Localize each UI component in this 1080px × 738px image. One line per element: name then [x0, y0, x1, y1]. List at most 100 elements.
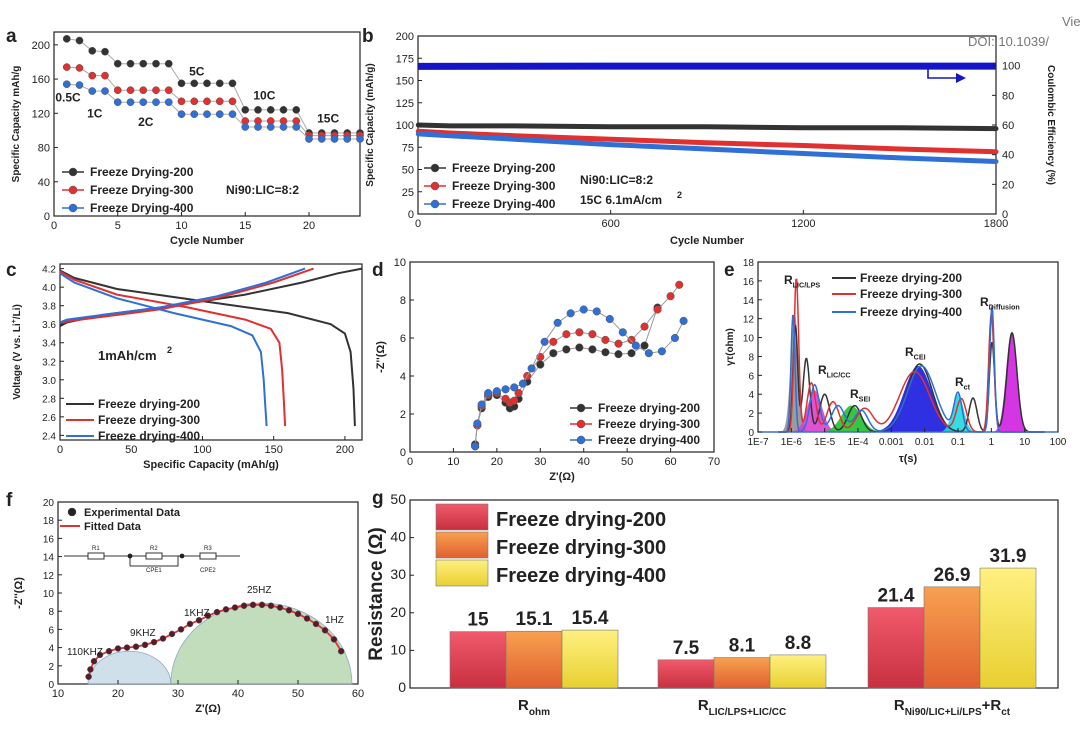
panel-c-y-tick-label: 3.0: [42, 376, 56, 387]
panel-g-ylabel: Resistance (Ω): [366, 527, 387, 661]
panel-a-point: [215, 97, 224, 106]
panel-b-y-tick-label: 150: [396, 76, 414, 88]
panel-label-g: g: [372, 488, 384, 509]
panel-e-y-tick-label: 0: [748, 428, 754, 439]
panel-c-x-tick-label: 100: [193, 444, 211, 456]
panel-f-circuit-label: R3: [204, 546, 212, 552]
panel-a-point: [266, 123, 275, 131]
panel-f-point: [195, 617, 203, 624]
panel-a-point: [152, 86, 160, 95]
panel-d-y-tick-label: 8: [400, 295, 406, 307]
panel-f-point: [312, 620, 320, 628]
panel-b-y-tick-label: 175: [396, 53, 414, 65]
panel-f-point: [168, 630, 176, 638]
panel-f-x-tick-label: 20: [112, 688, 124, 700]
panel-b-y-right-tick-label: 0: [1002, 209, 1008, 221]
panel-d-point: [492, 387, 501, 396]
panel-g-category-label-part: R: [518, 697, 529, 714]
panel-d-point: [575, 328, 584, 337]
panel-f-node: [127, 553, 133, 559]
panel-f-node: [179, 553, 185, 559]
panel-d-point: [553, 318, 562, 327]
panel-f-x-tick-label: 40: [232, 688, 244, 700]
panel-f-circuit: R1 R2 R3 CPE1 CPE2: [64, 546, 240, 574]
panel-g-category-label-part: +R: [982, 697, 1002, 714]
panel-d-point: [566, 309, 575, 318]
panel-d-y-tick-label: 2: [400, 409, 406, 421]
panel-g-y-tick-label: 30: [390, 566, 406, 582]
panel-f-y-tick-label: 20: [43, 498, 55, 509]
view-link-fragment[interactable]: Vie: [1062, 14, 1080, 29]
panel-a-point: [62, 80, 71, 89]
panel-a-point: [88, 46, 97, 55]
panel-e-region-label: RSEI: [850, 387, 870, 403]
panel-d-x-tick-label: 10: [447, 456, 459, 468]
panel-g-bar: [769, 654, 827, 689]
doi-fragment: DOI: 10.1039/: [968, 34, 1049, 49]
panel-a-x-tick-label: 5: [115, 220, 121, 232]
panel-c-x-tick-label: 50: [125, 444, 137, 456]
panel-f-legend-text: Experimental Data: [84, 507, 181, 519]
panel-a-point: [62, 63, 71, 71]
panel-f-point: [276, 604, 284, 611]
panel-c-legend-text: Freeze drying-300: [98, 413, 200, 427]
panel-a-legend-1-text: Freeze Drying-300: [90, 183, 194, 197]
panel-label-c: c: [6, 260, 17, 281]
panel-f-frequency-label: 9KHZ: [130, 628, 156, 639]
panel-a-x-tick-label: 15: [239, 220, 251, 232]
panel-d-x-tick-label: 0: [407, 456, 413, 468]
panel-b-series-band: [415, 131, 999, 164]
panel-a-x-tick-label: 0: [51, 220, 57, 232]
panel-g-category-label-part: R: [894, 697, 905, 714]
panel-d-point: [588, 330, 597, 339]
panel-e-y-tick-label: 2: [748, 409, 754, 420]
panel-f-point: [159, 635, 167, 642]
panel-c-y-tick-label: 3.2: [42, 357, 56, 368]
panel-a-point: [356, 135, 364, 143]
panel-a-point: [75, 64, 84, 72]
panel-d-point: [588, 345, 597, 354]
panel-f-point: [96, 651, 104, 659]
panel-a-point: [343, 135, 352, 143]
panel-c-annotation-sup: 2: [167, 345, 172, 355]
panel-e-region-label: RLIC/CC: [818, 363, 851, 379]
panel-f-y-tick-label: 16: [43, 534, 55, 545]
panel-a-rate-label: 1C: [87, 107, 103, 121]
panel-d-point: [614, 339, 623, 348]
panel-g-category-label-part: LIC/LPS+LIC/CC: [709, 707, 787, 718]
panel-label-b: b: [362, 26, 374, 47]
panel-d-y-tick-label: 0: [400, 447, 406, 459]
panel-d-frame: [409, 261, 715, 453]
panel-e-y-tick-label: 18: [743, 258, 755, 269]
panel-a-point: [241, 123, 250, 131]
panel-f-point: [105, 647, 113, 655]
panel-e-region-label-sub: LIC/CC: [827, 370, 851, 379]
panel-a-point: [215, 110, 224, 119]
panel-f-y-tick-label: 8: [48, 607, 54, 618]
panel-c-discharge-curve: [59, 270, 287, 427]
panel-f-point: [222, 606, 230, 613]
panel-c-y-tick-label: 2.4: [42, 431, 56, 442]
panel-f-point: [85, 673, 92, 680]
panel-e-region-label-main: R: [818, 363, 827, 377]
panel-a-y-tick-label: 160: [32, 74, 50, 86]
panel-d-legend-1-text: Freeze drying-300: [598, 417, 700, 431]
panel-a-point: [75, 36, 84, 45]
panel-a-point: [279, 123, 288, 131]
panel-a-point: [126, 59, 135, 68]
panel-g-bar-label: 8.8: [785, 633, 811, 654]
panel-e-x-tick-label: 1E-6: [781, 437, 803, 448]
panel-f-circuit-label: R1: [92, 546, 100, 552]
panel-d-legend-0-text: Freeze drying-200: [598, 401, 700, 415]
panel-a-point: [203, 97, 211, 106]
panel-b-annotation-rate: 15C 6.1mA/cm: [580, 193, 662, 207]
panel-c-y-tick-label: 4.0: [42, 283, 56, 294]
panel-d-fit-line: [474, 284, 680, 447]
panel-f-frequency-label: 110KHZ: [67, 647, 103, 658]
panel-a-point: [177, 97, 186, 106]
panel-g-legend-swatch: [435, 531, 489, 559]
panel-f-point: [114, 645, 122, 652]
panel-d-ylabel: -Z''(Ω): [375, 341, 387, 373]
panel-d-point: [601, 335, 610, 344]
panel-c-charge-curve: [59, 267, 306, 324]
